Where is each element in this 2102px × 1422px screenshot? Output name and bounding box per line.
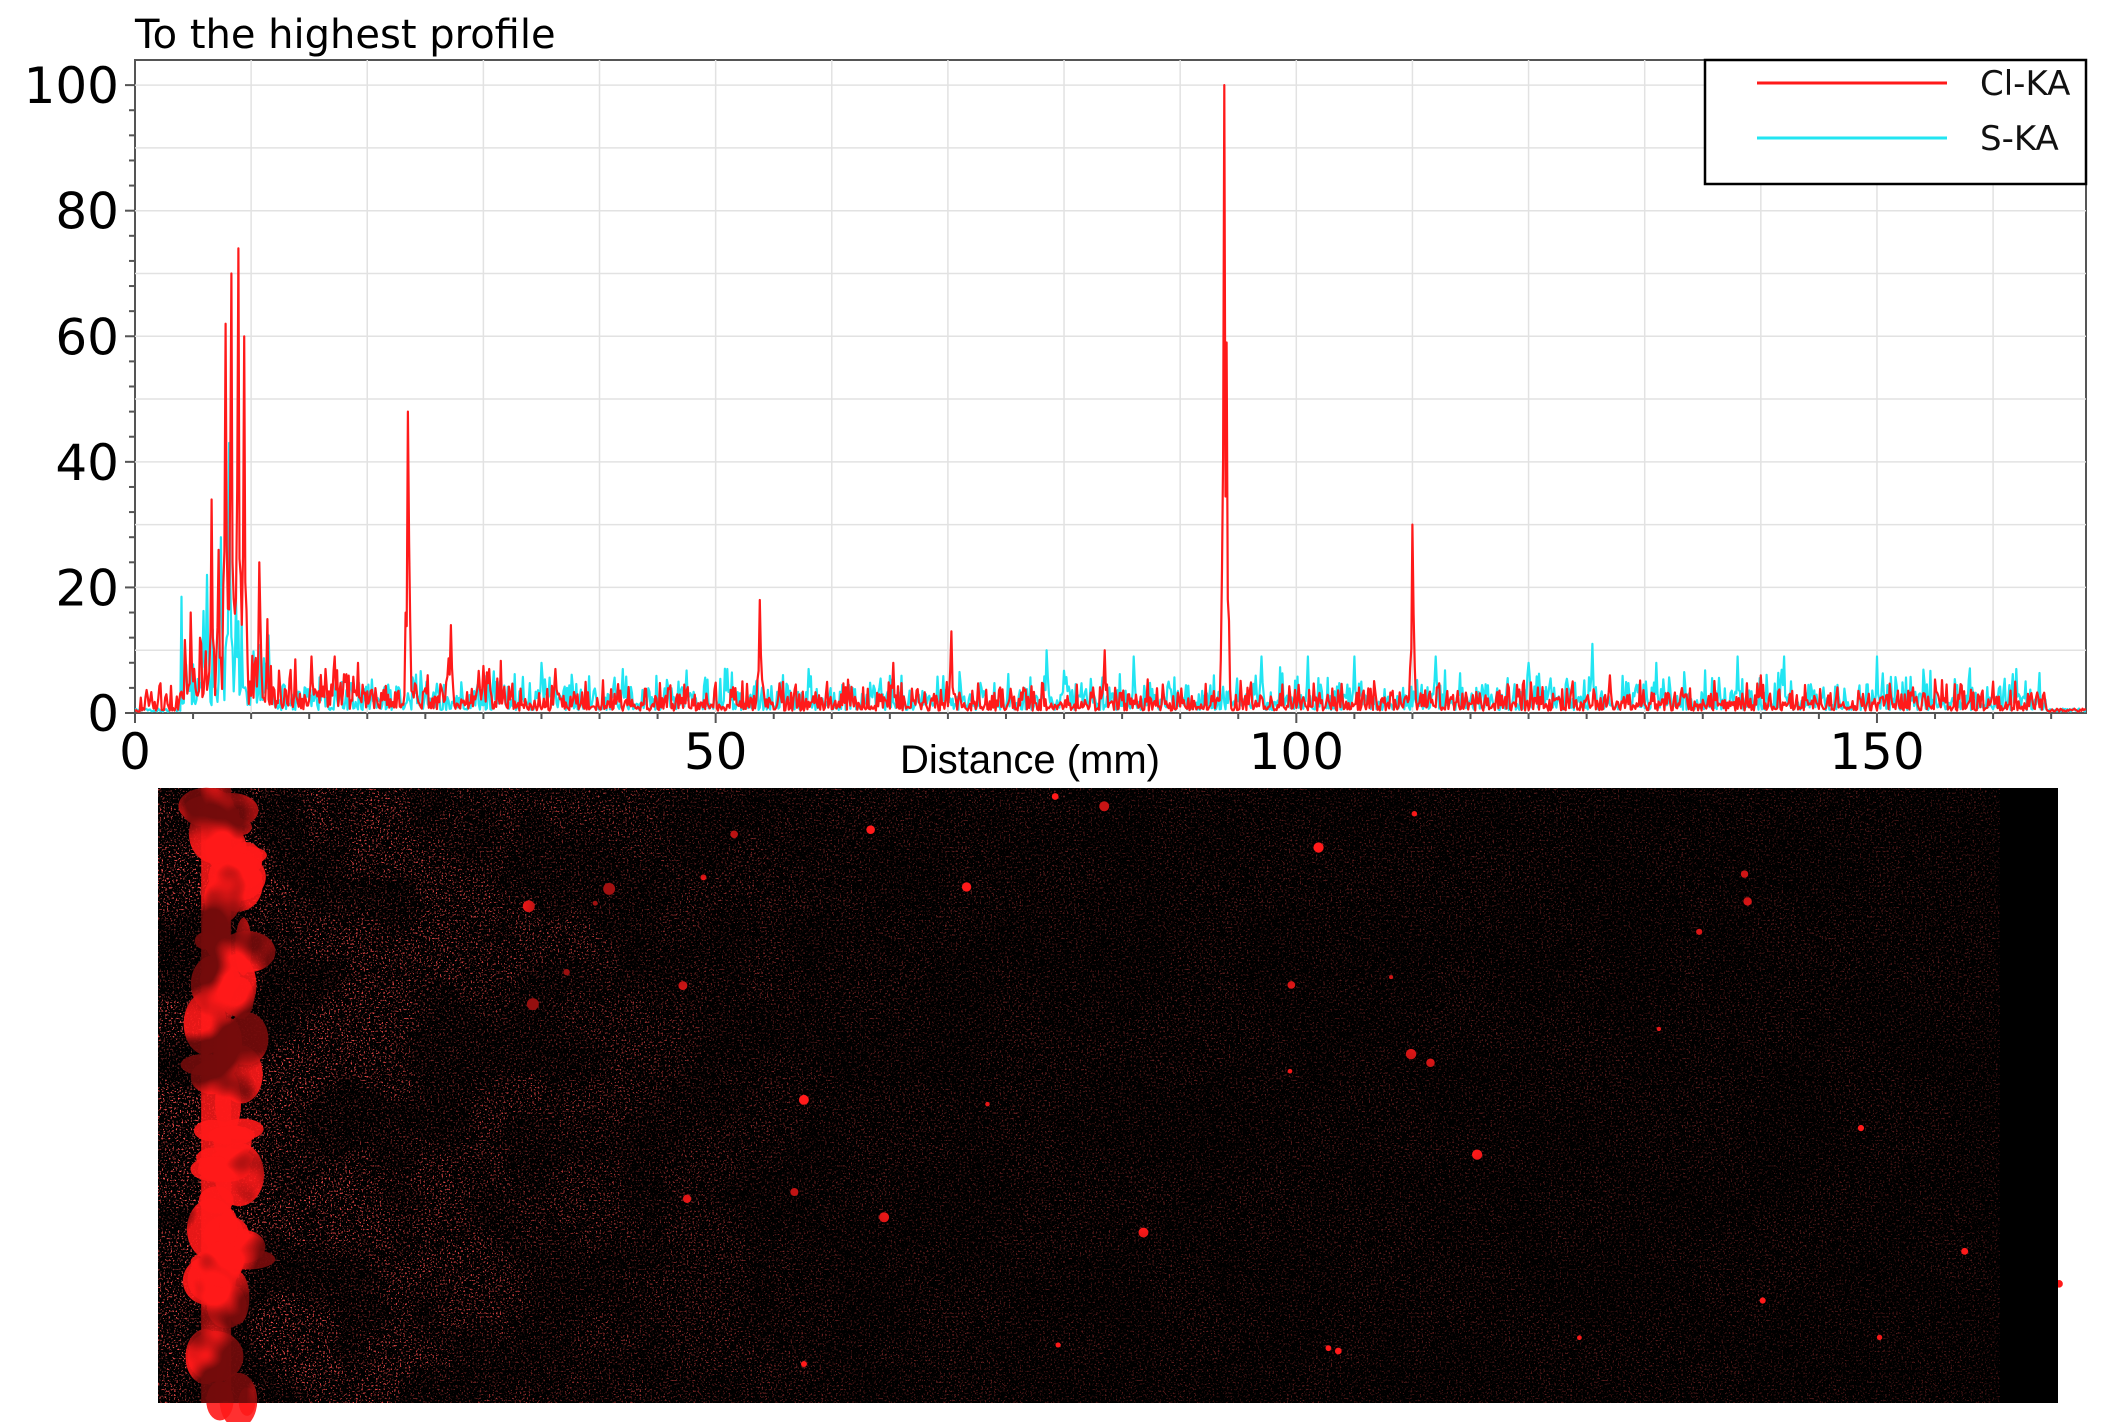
x-axis-label: Distance (mm) [900, 738, 1160, 782]
x-tick-label: 100 [1249, 723, 1344, 781]
series-layer [135, 84, 2086, 713]
y-tick-label: 80 [55, 183, 119, 241]
series-line-cl-ka [135, 84, 2086, 713]
x-tick-label: 150 [1829, 723, 1924, 781]
y-tick-label: 40 [55, 434, 119, 492]
y-tick-label: 60 [55, 308, 119, 366]
legend: Cl-KA S-KA [1703, 58, 2088, 186]
element-map [158, 787, 2063, 1422]
y-tick-label: 20 [55, 559, 119, 617]
y-tick-label: 100 [24, 57, 119, 115]
chart-title: To the highest profile [134, 12, 556, 58]
y-tick-label: 0 [87, 685, 119, 743]
series-line-s-ka [135, 441, 2086, 713]
x-tick-label: 0 [119, 723, 151, 781]
tick-labels: 0 20 40 60 80 100 0 50 100 150 [24, 57, 1925, 781]
legend-label-s: S-KA [1980, 119, 2059, 159]
axis-ticks [125, 84, 2053, 723]
legend-label-cl: Cl-KA [1980, 64, 2070, 104]
x-tick-label: 50 [684, 723, 748, 781]
